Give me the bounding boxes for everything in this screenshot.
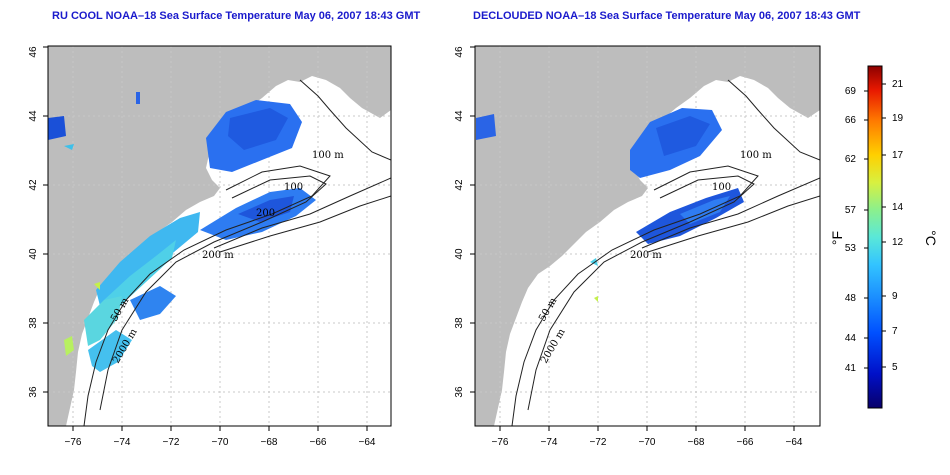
svg-text:41: 41 xyxy=(845,363,857,374)
svg-text:14: 14 xyxy=(892,202,904,213)
svg-text:−68: −68 xyxy=(688,437,705,448)
svg-text:−64: −64 xyxy=(359,437,376,448)
svg-text:69: 69 xyxy=(845,86,857,97)
colorbar-fahrenheit-unit: °F xyxy=(829,231,845,245)
svg-text:42: 42 xyxy=(28,179,39,191)
svg-text:−70: −70 xyxy=(639,437,656,448)
left-gridlines xyxy=(48,46,391,426)
left-bathymetry-contours xyxy=(83,79,391,426)
svg-text:44: 44 xyxy=(454,110,465,122)
svg-text:17: 17 xyxy=(892,150,904,161)
left-sst-field xyxy=(48,92,316,372)
colorbar-fahrenheit-ticks xyxy=(864,90,868,369)
left-y-ticks xyxy=(43,46,48,393)
svg-text:38: 38 xyxy=(28,317,39,329)
svg-text:42: 42 xyxy=(454,179,465,191)
svg-text:57: 57 xyxy=(845,205,857,216)
colorbar-gradient xyxy=(867,65,883,409)
svg-text:40: 40 xyxy=(454,248,465,260)
svg-text:44: 44 xyxy=(28,110,39,122)
svg-text:−70: −70 xyxy=(212,437,229,448)
colorbar: 69 66 62 57 53 48 44 41 21 19 17 14 12 9… xyxy=(829,65,939,409)
svg-text:−66: −66 xyxy=(310,437,327,448)
right-bathymetry-contours xyxy=(511,79,820,426)
left-panel-title: RU COOL NOAA–18 Sea Surface Temperature … xyxy=(52,10,421,22)
svg-text:66: 66 xyxy=(845,115,857,126)
contour-label-200m: 200 m xyxy=(202,250,234,261)
left-y-tick-labels: 36 38 40 42 44 46 xyxy=(28,46,39,398)
contour-label-200m-b: 200 m xyxy=(630,250,662,261)
svg-text:5: 5 xyxy=(892,362,898,373)
contour-label-100m-a: 100 m xyxy=(312,150,344,161)
colorbar-celsius-unit: °C xyxy=(923,230,939,246)
right-x-ticks xyxy=(499,426,795,431)
svg-text:−76: −76 xyxy=(492,437,509,448)
right-panel-title: DECLOUDED NOAA–18 Sea Surface Temperatur… xyxy=(473,10,861,22)
svg-text:−76: −76 xyxy=(65,437,82,448)
svg-text:38: 38 xyxy=(454,317,465,329)
right-land-mass xyxy=(475,46,820,426)
right-y-ticks xyxy=(470,46,475,393)
colorbar-celsius-labels: 21 19 17 14 12 9 7 5 xyxy=(892,79,904,373)
contour-label-200: 200 xyxy=(256,208,275,219)
svg-text:44: 44 xyxy=(845,333,857,344)
svg-text:48: 48 xyxy=(845,293,857,304)
contour-label-100: 100 xyxy=(284,182,303,193)
svg-text:53: 53 xyxy=(845,243,857,254)
svg-text:12: 12 xyxy=(892,237,904,248)
contour-label-100m-b: 100 m xyxy=(740,150,772,161)
svg-text:36: 36 xyxy=(28,386,39,398)
right-y-tick-labels: 36 38 40 42 44 46 xyxy=(454,46,465,398)
svg-text:40: 40 xyxy=(28,248,39,260)
svg-text:−66: −66 xyxy=(737,437,754,448)
svg-text:21: 21 xyxy=(892,79,904,90)
svg-text:−64: −64 xyxy=(786,437,803,448)
svg-text:−74: −74 xyxy=(541,437,558,448)
left-x-tick-labels: −76 −74 −72 −70 −68 −66 −64 xyxy=(65,437,376,448)
colorbar-celsius-ticks xyxy=(882,83,886,368)
contour-label-100-b: 100 xyxy=(712,182,731,193)
svg-text:−74: −74 xyxy=(114,437,131,448)
svg-text:−72: −72 xyxy=(163,437,180,448)
left-x-ticks xyxy=(72,426,368,431)
svg-text:46: 46 xyxy=(28,46,39,58)
left-map-panel: 100 m 100 200 200 m 50 m 2000 m −76 −74 … xyxy=(28,45,392,448)
svg-text:36: 36 xyxy=(454,386,465,398)
colorbar-fahrenheit-labels: 69 66 62 57 53 48 44 41 xyxy=(845,86,857,374)
svg-text:46: 46 xyxy=(454,46,465,58)
right-x-tick-labels: −76 −74 −72 −70 −68 −66 −64 xyxy=(492,437,803,448)
svg-text:−72: −72 xyxy=(590,437,607,448)
svg-text:7: 7 xyxy=(892,326,898,337)
left-land-mass xyxy=(48,46,391,426)
svg-text:−68: −68 xyxy=(261,437,278,448)
svg-text:9: 9 xyxy=(892,291,898,302)
right-map-panel: 100 m 100 200 m 50 m 2000 m −76 −74 −72 … xyxy=(454,45,821,448)
svg-text:19: 19 xyxy=(892,113,904,124)
svg-text:62: 62 xyxy=(845,154,857,165)
